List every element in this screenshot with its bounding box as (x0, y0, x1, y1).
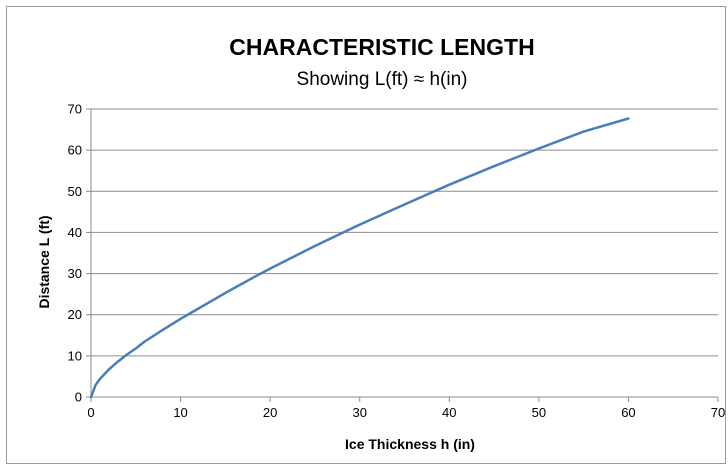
x-tick-label: 60 (621, 405, 635, 420)
x-tick-label: 10 (173, 405, 187, 420)
y-tick-label: 20 (68, 307, 82, 322)
y-tick-label: 70 (68, 102, 82, 117)
y-tick-label: 60 (68, 143, 82, 158)
y-tick-label: 10 (68, 348, 82, 363)
tick-label-layer: 0 10 20 30 40 50 60 70 0 10 20 30 40 50 60 70 (68, 102, 726, 421)
grid-layer (91, 108, 718, 357)
y-axis-label: Distance L (ft) (36, 215, 52, 308)
series-line (89, 117, 630, 399)
x-tick-label: 30 (352, 405, 366, 420)
chart-subtitle: Showing L(ft) ≈ h(in) (297, 69, 468, 90)
x-tick-label: 0 (87, 405, 94, 420)
axis-layer (86, 108, 719, 402)
x-axis-label: Ice Thickness h (in) (345, 436, 475, 452)
x-tick-label: 50 (532, 405, 546, 420)
x-tick-label: 40 (442, 405, 456, 420)
series-layer (89, 117, 630, 399)
y-tick-label: 50 (68, 184, 82, 199)
chart-svg: CHARACTERISTIC LENGTH Showing L(ft) ≈ h(… (36, 34, 726, 452)
y-tick-label: 30 (68, 266, 82, 281)
x-tick-label: 20 (263, 405, 277, 420)
y-tick-label: 40 (68, 225, 82, 240)
chart-title: CHARACTERISTIC LENGTH (229, 34, 534, 60)
chart-frame: CHARACTERISTIC LENGTH Showing L(ft) ≈ h(… (6, 6, 726, 464)
x-tick-label: 70 (711, 405, 725, 420)
y-tick-label: 0 (75, 390, 82, 405)
